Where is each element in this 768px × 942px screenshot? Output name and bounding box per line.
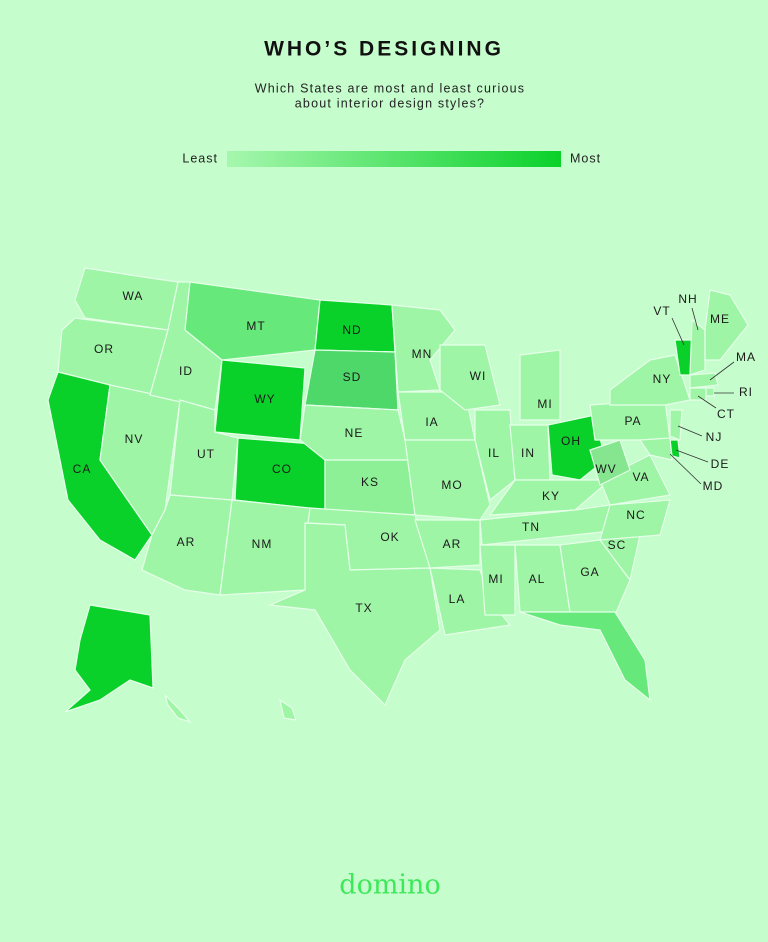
subtitle: Which States are most and least curious bbox=[255, 81, 526, 95]
state-label: DE bbox=[711, 457, 730, 471]
state-label: NC bbox=[626, 508, 645, 522]
state-label: MT bbox=[246, 319, 265, 333]
state-label: ME bbox=[710, 312, 730, 326]
state-label: NV bbox=[125, 432, 144, 446]
leader-line bbox=[709, 361, 735, 381]
title: WHO’S DESIGNING bbox=[264, 38, 504, 61]
state-label: GA bbox=[580, 565, 599, 579]
state-label: NY bbox=[653, 372, 672, 386]
state-label: MI bbox=[537, 397, 552, 411]
labels: WA OR CA NV ID MT WY UT CO AR NM ND SD NE KS OK TX MN IA MO… bbox=[73, 289, 756, 615]
state-label: AL bbox=[529, 572, 546, 586]
state-label: RI bbox=[739, 385, 753, 399]
leader-line bbox=[669, 453, 702, 485]
state bbox=[599, 454, 671, 506]
state-label: MD bbox=[703, 479, 724, 493]
state bbox=[669, 409, 683, 441]
state bbox=[404, 439, 491, 521]
leader-line bbox=[677, 425, 703, 437]
legend-bar bbox=[227, 151, 561, 167]
state-label: VT bbox=[653, 304, 670, 318]
state-label: CT bbox=[717, 407, 735, 421]
state bbox=[689, 318, 706, 376]
state-label: OR bbox=[94, 342, 114, 356]
state-label: AR bbox=[177, 535, 196, 549]
state-label: MI bbox=[488, 572, 503, 586]
state bbox=[414, 519, 481, 569]
state bbox=[479, 544, 516, 616]
state-label: SC bbox=[608, 538, 627, 552]
brand: domino bbox=[339, 870, 440, 901]
state bbox=[439, 344, 501, 411]
state-label: AR bbox=[443, 537, 462, 551]
state bbox=[64, 604, 154, 713]
state-label: CO bbox=[272, 462, 292, 476]
state-label: PA bbox=[624, 414, 641, 428]
leader-line bbox=[675, 449, 709, 463]
state bbox=[519, 349, 561, 421]
state-label: KS bbox=[361, 475, 379, 489]
state-label: NH bbox=[678, 292, 697, 306]
state-label: WV bbox=[595, 462, 616, 476]
subtitle: about interior design styles? bbox=[295, 96, 485, 110]
state-label: TN bbox=[522, 520, 540, 534]
state-label: NM bbox=[252, 537, 273, 551]
state bbox=[599, 499, 671, 541]
state bbox=[164, 694, 192, 724]
legend-high: Most bbox=[570, 151, 601, 165]
legend-low: Least bbox=[182, 151, 218, 165]
state-label: NJ bbox=[706, 430, 723, 444]
state-label: WI bbox=[470, 369, 487, 383]
state-label: OK bbox=[380, 530, 399, 544]
state-label: IL bbox=[488, 446, 500, 460]
state-label: NE bbox=[345, 426, 364, 440]
state-label: VA bbox=[632, 470, 649, 484]
state-label: TX bbox=[355, 601, 372, 615]
state-label: OH bbox=[561, 434, 581, 448]
state bbox=[559, 539, 631, 616]
state-label: MA bbox=[736, 350, 756, 364]
state bbox=[547, 414, 606, 481]
state bbox=[279, 698, 297, 721]
state bbox=[184, 281, 321, 361]
state bbox=[705, 387, 715, 397]
state-label: KY bbox=[542, 489, 560, 503]
state-label: SD bbox=[343, 370, 362, 384]
state-label: CA bbox=[73, 462, 92, 476]
state bbox=[589, 439, 631, 486]
state-label: LA bbox=[449, 592, 466, 606]
state bbox=[689, 387, 707, 401]
state bbox=[689, 372, 719, 389]
state-label: UT bbox=[197, 447, 215, 461]
states bbox=[47, 267, 749, 724]
leader-line bbox=[697, 395, 717, 409]
state-label: ND bbox=[342, 323, 361, 337]
state bbox=[704, 289, 749, 361]
state-label: MO bbox=[441, 478, 462, 492]
state-label: ID bbox=[179, 364, 193, 378]
state bbox=[638, 437, 673, 461]
state-label: MN bbox=[412, 347, 433, 361]
state bbox=[267, 522, 441, 707]
leader-line bbox=[691, 307, 699, 331]
leader-line bbox=[671, 317, 685, 346]
state bbox=[474, 409, 516, 502]
state-label: WA bbox=[123, 289, 144, 303]
state-label: WY bbox=[254, 392, 275, 406]
state-label: IA bbox=[425, 415, 438, 429]
state bbox=[488, 479, 612, 516]
state-label: IN bbox=[521, 446, 535, 460]
state bbox=[519, 611, 651, 702]
